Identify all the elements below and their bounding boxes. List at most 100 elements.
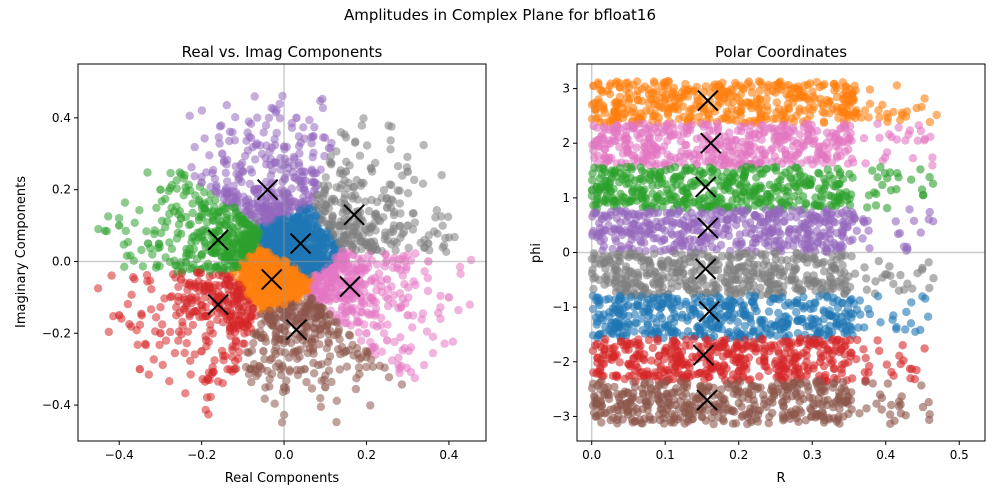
left-scatter-point (127, 290, 136, 299)
left-scatter-point (276, 202, 285, 211)
right-scatter-point (925, 117, 935, 127)
left-scatter-point (240, 329, 249, 338)
left-scatter-point (167, 244, 177, 254)
left-scatter-point (280, 271, 290, 280)
left-scatter-point (395, 186, 404, 195)
right-scatter-point (593, 78, 603, 87)
left-scatter-point (428, 332, 438, 341)
right-scatter-point (653, 122, 662, 131)
left-scatter-point (238, 339, 247, 348)
left-scatter-point (288, 221, 297, 230)
right-scatter-point (704, 109, 713, 119)
right-scatter-point (820, 174, 829, 184)
left-scatter-point (190, 172, 199, 181)
left-centroid-x-marker (207, 229, 229, 251)
right-scatter-point (725, 186, 735, 195)
left-scatter-point (120, 262, 129, 271)
left-scatter-point (249, 338, 258, 348)
right-scatter-point (664, 94, 673, 104)
left-scatter-point (183, 327, 193, 336)
right-scatter-point (806, 79, 815, 88)
right-scatter-points (587, 76, 941, 429)
left-scatter-point (336, 128, 346, 137)
right-scatter-point (747, 88, 757, 97)
left-scatter-point (296, 206, 305, 215)
left-scatter-point (247, 377, 256, 387)
right-scatter-point (889, 107, 898, 117)
left-scatter-point (248, 245, 257, 254)
left-scatter-point (336, 217, 345, 226)
right-scatter-point (750, 187, 760, 196)
left-scatter-point (156, 185, 165, 194)
left-scatter-point (185, 244, 194, 254)
left-centroid-x-marker (289, 232, 312, 255)
left-scatter-point (199, 236, 209, 246)
right-scatter-point (800, 172, 809, 181)
left-scatter-point (296, 310, 305, 319)
right-scatter-point (716, 98, 725, 108)
right-scatter-point (693, 93, 702, 103)
left-scatter-point (228, 238, 237, 248)
left-ylabel: Imaginary Components (14, 176, 29, 328)
right-scatter-point (772, 114, 781, 123)
left-scatter-point (425, 246, 434, 255)
left-scatter-point (102, 227, 112, 236)
left-scatter-point (195, 286, 204, 295)
left-scatter-point (316, 402, 326, 411)
left-scatter-point (203, 218, 212, 227)
left-scatter-point (321, 382, 330, 392)
left-scatter-point (340, 194, 349, 203)
left-scatter-point (307, 384, 317, 393)
right-scatter-point (736, 111, 745, 120)
left-scatter-point (210, 174, 220, 184)
left-scatter-point (403, 221, 412, 230)
left-scatter-point (436, 212, 446, 221)
right-scatter-point (832, 129, 841, 139)
left-scatter-point (286, 338, 296, 348)
left-scatter-point (169, 207, 179, 216)
right-scatter-point (782, 156, 791, 165)
right-scatter-point (792, 85, 802, 94)
left-scatter-point (395, 222, 405, 231)
left-scatter-point (222, 221, 231, 230)
left-scatter-point (207, 228, 217, 237)
right-scatter-point (882, 109, 892, 119)
right-scatter-point (696, 166, 705, 176)
right-scatter-point (633, 113, 643, 122)
left-scatter-point (428, 348, 438, 358)
right-scatter-point (666, 156, 675, 165)
right-scatter-point (690, 181, 699, 190)
right-scatter-point (917, 102, 926, 112)
left-centroid-markers (207, 178, 365, 341)
left-scatter-point (293, 255, 302, 265)
left-scatter-point (368, 362, 378, 371)
right-scatter-point (602, 176, 611, 185)
right-scatter-point (620, 193, 629, 202)
left-scatter-point (370, 342, 380, 352)
right-scatter-point (601, 145, 610, 154)
left-scatter-point (253, 184, 263, 193)
right-ytick-label: 0 (562, 246, 570, 260)
right-scatter-point (853, 109, 862, 118)
left-scatter-point (379, 329, 389, 338)
left-scatter-point (285, 365, 294, 374)
left-scatter-point (280, 175, 290, 184)
left-scatter-point (348, 260, 357, 269)
left-scatter-point (301, 286, 310, 295)
left-scatter-point (211, 187, 220, 196)
right-scatter-point (865, 85, 875, 94)
left-scatter-point (171, 261, 180, 270)
left-scatter-point (188, 320, 198, 330)
left-scatter-point (256, 246, 265, 255)
right-scatter-point (757, 195, 766, 204)
left-ytick-label: −0.2 (42, 326, 71, 340)
left-scatter-point (362, 141, 372, 150)
right-scatter-point (772, 98, 781, 107)
left-scatter-point (151, 313, 161, 322)
left-scatter-point (219, 195, 229, 204)
left-scatter-point (221, 168, 230, 178)
left-scatter-point (322, 344, 331, 353)
left-scatter-point (336, 184, 345, 193)
left-scatter-point (363, 349, 372, 358)
